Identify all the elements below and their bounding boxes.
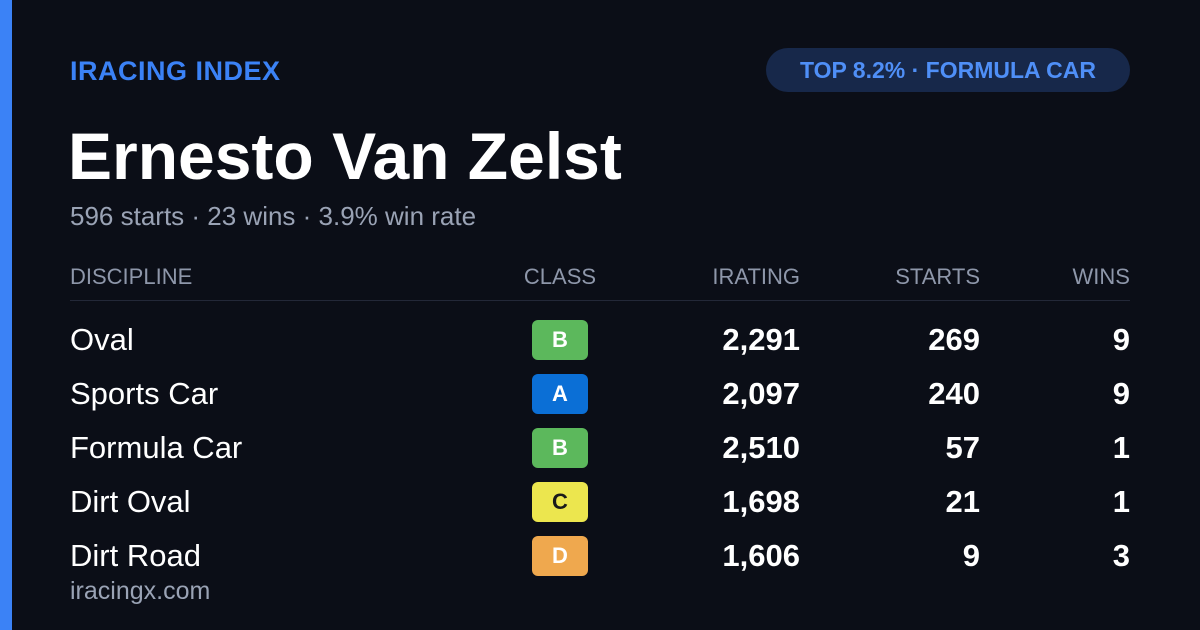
starts: 57	[945, 430, 980, 465]
irating: 2,291	[722, 322, 800, 357]
starts: 21	[945, 484, 980, 519]
starts: 9	[962, 538, 980, 573]
irating: 1,698	[722, 484, 800, 519]
discipline: Formula Car	[70, 430, 243, 465]
class-badge: B	[532, 320, 588, 360]
irating: 2,097	[722, 376, 800, 411]
wins: 3	[1112, 538, 1130, 573]
accent-bar	[0, 0, 12, 630]
wins: 9	[1112, 376, 1130, 411]
rank-badge: TOP 8.2% · FORMULA CAR	[766, 48, 1130, 92]
discipline: Sports Car	[70, 376, 219, 411]
discipline: Oval	[70, 322, 134, 357]
discipline: Dirt Oval	[70, 484, 191, 519]
column-header: IRATING	[712, 264, 800, 289]
irating: 1,606	[722, 538, 800, 573]
class-badge: B	[532, 428, 588, 468]
class-badge: D	[532, 536, 588, 576]
starts: 269	[928, 322, 980, 357]
driver-name: Ernesto Van Zelst	[68, 119, 622, 193]
starts: 240	[928, 376, 980, 411]
wins: 1	[1112, 484, 1130, 519]
irating: 2,510	[722, 430, 800, 465]
footer-site: iracingx.com	[70, 577, 211, 605]
column-header: DISCIPLINE	[70, 264, 193, 289]
discipline: Dirt Road	[70, 538, 201, 573]
column-header: CLASS	[523, 264, 597, 289]
wins: 9	[1112, 322, 1130, 357]
summary: 596 starts · 23 wins · 3.9% win rate	[70, 201, 477, 231]
class-badge: A	[532, 374, 588, 414]
divider	[70, 300, 1130, 301]
column-header: STARTS	[895, 264, 980, 289]
class-badge: C	[532, 482, 588, 522]
column-header: WINS	[1072, 264, 1130, 289]
wins: 1	[1112, 430, 1130, 465]
brand: IRACING INDEX	[70, 56, 281, 86]
